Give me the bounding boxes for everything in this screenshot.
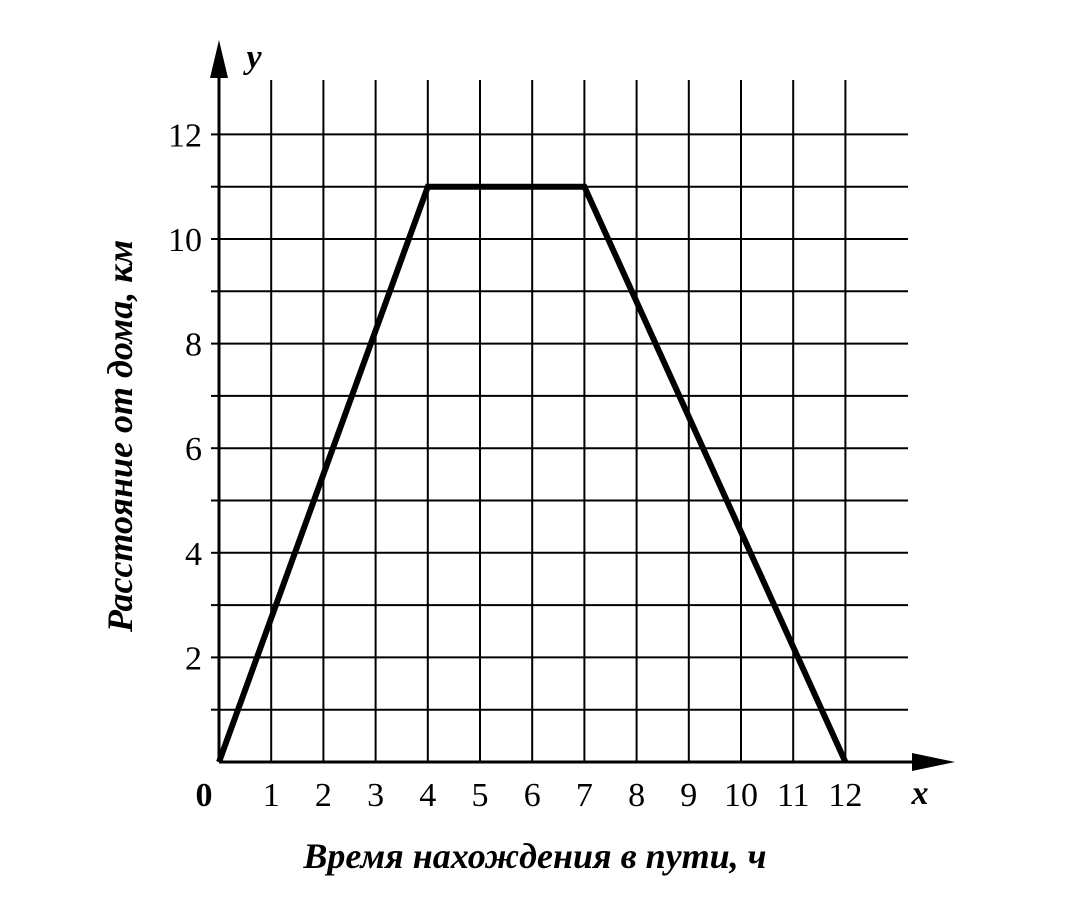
x-tick-label: 4 (419, 777, 436, 814)
x-tick-label: 10 (724, 777, 758, 814)
y-tick-label: 6 (185, 431, 202, 468)
x-tick-label: 9 (680, 777, 697, 814)
x-tick-label: 3 (367, 777, 384, 814)
x-tick-label: 6 (524, 777, 541, 814)
y-tick-label: 4 (185, 536, 202, 573)
origin-label: 0 (196, 777, 213, 814)
y-axis-name: y (242, 39, 262, 76)
x-axis-title: Время нахождения в пути, ч (302, 836, 766, 876)
x-tick-label: 12 (828, 777, 862, 814)
y-axis-title: Расстояние от дома, км (100, 240, 140, 633)
chart-series (216, 183, 849, 764)
x-axis-name: x (911, 775, 929, 812)
x-tick-label: 7 (576, 777, 593, 814)
y-tick-label: 2 (185, 640, 202, 677)
y-tick-label: 10 (168, 222, 202, 259)
x-tick-label: 8 (628, 777, 645, 814)
chart-axes (210, 40, 955, 771)
x-tick-label: 5 (472, 777, 489, 814)
chart-grid (211, 80, 908, 762)
y-tick-label: 12 (168, 117, 202, 154)
x-tick-label: 1 (263, 777, 280, 814)
y-axis-arrow (210, 40, 228, 78)
x-tick-label: 11 (777, 777, 810, 814)
y-tick-label: 8 (185, 327, 202, 364)
x-tick-label: 2 (315, 777, 332, 814)
x-axis-arrow (912, 753, 955, 771)
series-line (216, 183, 849, 764)
